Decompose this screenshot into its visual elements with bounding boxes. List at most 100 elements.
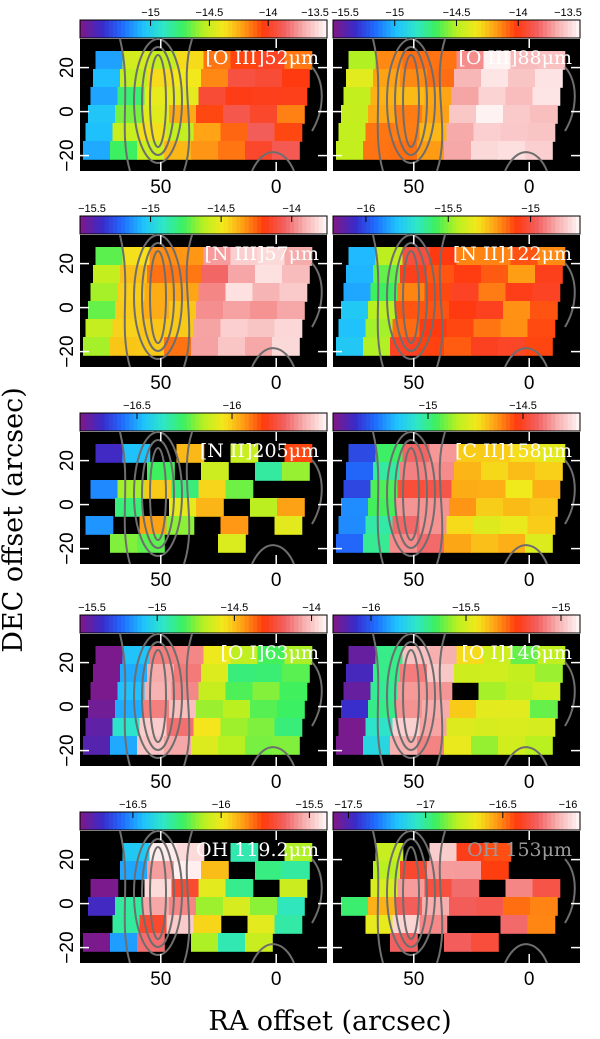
- colorbar-segment: [386, 812, 392, 830]
- map-pixel: [120, 664, 148, 683]
- colorbar-segment: [121, 812, 126, 830]
- map-pixel: [284, 51, 313, 70]
- colorbar-segment: [100, 20, 106, 38]
- colorbar-segment: [137, 615, 143, 633]
- colorbar-segment: [477, 413, 482, 431]
- colorbar-segment: [92, 615, 98, 633]
- colorbar-segment: [137, 812, 143, 830]
- contour-line: [504, 746, 548, 767]
- contour-line: [504, 544, 548, 565]
- colorbar-segment: [547, 413, 552, 431]
- colorbar-segment: [370, 20, 375, 38]
- map-pixel: [346, 265, 374, 284]
- map-pixel: [498, 337, 526, 356]
- colorbar-segment: [265, 216, 270, 234]
- colorbar-segment: [158, 615, 163, 633]
- colorbar-segment: [444, 812, 449, 830]
- colorbar-segment: [530, 812, 536, 830]
- contour-line: [394, 641, 428, 751]
- colorbar-segment: [567, 413, 573, 431]
- colorbar-segment: [294, 615, 299, 633]
- map-pixel: [348, 51, 377, 70]
- colorbar-segment: [485, 812, 491, 830]
- map-pixel: [478, 682, 507, 701]
- colorbar-segment: [112, 413, 118, 431]
- colorbar-segment: [468, 615, 474, 633]
- map-pixel: [346, 664, 374, 683]
- colorbar-segment: [378, 413, 383, 431]
- colorbar-segment: [199, 615, 205, 633]
- map-pixel: [174, 265, 202, 284]
- colorbar-segment: [341, 615, 346, 633]
- map-pixel: [223, 105, 251, 124]
- colorbar-segment: [100, 413, 106, 431]
- colorbar-tick-label: −16: [559, 799, 578, 811]
- colorbar-segment: [104, 216, 110, 234]
- map-pixel: [196, 105, 224, 124]
- colorbar-segment: [302, 216, 308, 234]
- colorbar-segment: [80, 812, 85, 830]
- map-pixel: [147, 265, 175, 284]
- map-pixel: [245, 337, 273, 356]
- colorbar-segment: [117, 615, 122, 633]
- map-pixel: [424, 682, 453, 701]
- colorbar-tick-label: −14: [259, 7, 278, 19]
- map-pixel: [255, 69, 283, 88]
- colorbar-segment: [398, 216, 404, 234]
- map-pixel: [373, 69, 401, 88]
- map-pixel: [429, 843, 458, 862]
- colorbar-segment: [149, 413, 155, 431]
- colorbar-segment: [415, 216, 421, 234]
- colorbar-segment: [224, 812, 229, 830]
- colorbar-segment: [314, 812, 320, 830]
- map-pixel: [363, 337, 391, 356]
- colorbar-segment: [390, 413, 396, 431]
- colorbar-segment: [357, 20, 363, 38]
- contour-line: [141, 439, 175, 549]
- colorbar-segment: [538, 413, 544, 431]
- colorbar-segment: [322, 413, 328, 431]
- map-pixel: [201, 69, 229, 88]
- colorbar-segment: [294, 20, 299, 38]
- map-pixel: [218, 534, 246, 553]
- x-tick-label: 0: [524, 177, 535, 198]
- colorbar-tick-label: −15: [141, 7, 160, 19]
- map-pixel: [223, 897, 251, 916]
- map-pixel: [343, 283, 372, 302]
- contour-line: [436, 234, 446, 368]
- colorbar-segment: [374, 20, 379, 38]
- map-pixel: [525, 141, 553, 160]
- contour-line: [183, 830, 193, 964]
- colorbar-segment: [501, 812, 507, 830]
- colorbar-segment: [547, 20, 552, 38]
- map-pixel: [279, 682, 308, 701]
- contour-line: [119, 234, 131, 368]
- colorbar-segment: [149, 216, 155, 234]
- colorbar-segment: [510, 812, 515, 830]
- colorbar-segment: [248, 413, 254, 431]
- colorbar-segment: [481, 20, 486, 38]
- colorbar-segment: [542, 413, 548, 431]
- map-pixel: [176, 444, 205, 463]
- map-pixel: [203, 646, 232, 665]
- colorbar-segment: [318, 216, 324, 234]
- map-pixel: [473, 718, 502, 737]
- contour-line: [183, 633, 193, 767]
- colorbar-segment: [88, 20, 93, 38]
- x-tick-label: 0: [271, 969, 282, 990]
- colorbar-segment: [187, 20, 192, 38]
- axis-ticks: [333, 39, 580, 171]
- panel-1: −15.5 −15 −14.5 −14 −13.5 [O III]88μm 50 0: [331, 7, 582, 198]
- colorbar-segment: [353, 812, 359, 830]
- map-pixel: [193, 915, 222, 934]
- colorbar-segment: [129, 615, 135, 633]
- colorbar-segment: [374, 413, 379, 431]
- colorbar-segment: [162, 615, 168, 633]
- colorbar-segment: [575, 615, 581, 633]
- colorbar-segment: [353, 615, 359, 633]
- colorbar-segment: [419, 216, 425, 234]
- map-pixel: [400, 69, 428, 88]
- map-pixel: [144, 283, 173, 302]
- colorbar-segment: [345, 615, 351, 633]
- map-cells: [336, 646, 566, 755]
